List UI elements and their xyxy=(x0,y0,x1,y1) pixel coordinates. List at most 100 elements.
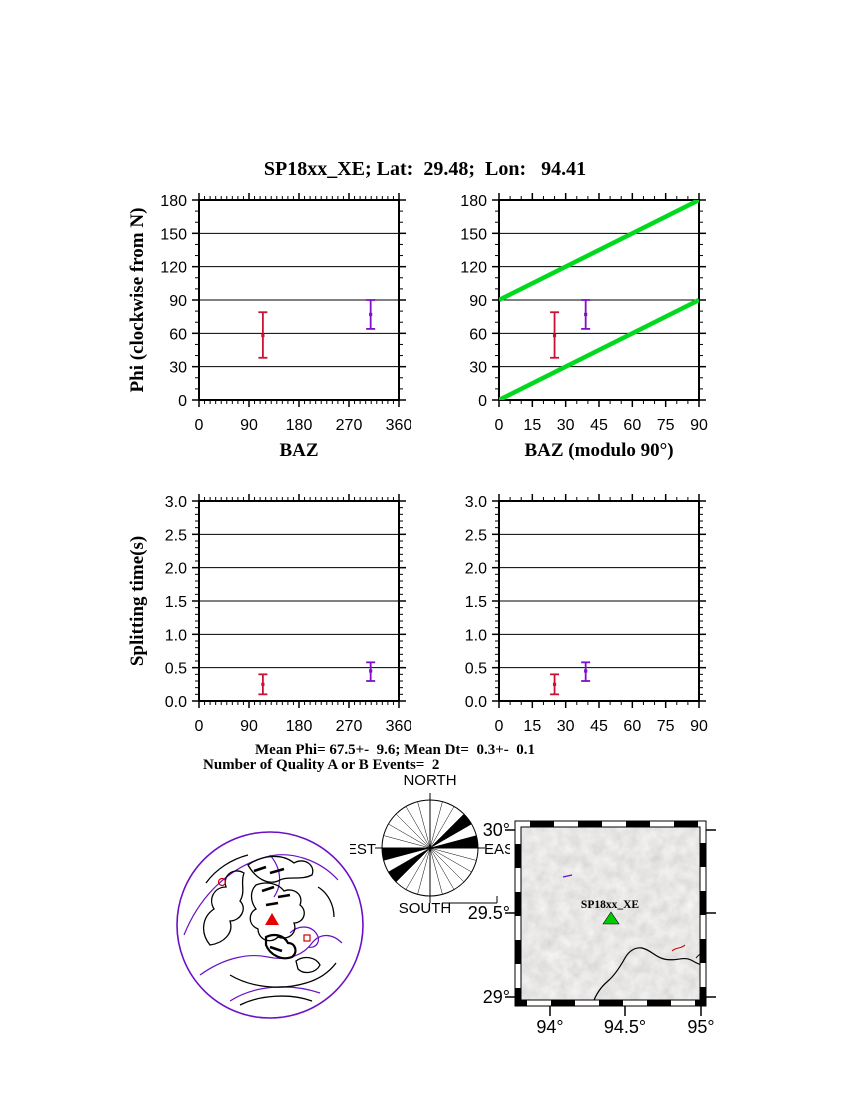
map-station-label: SP18xx_XE xyxy=(581,899,639,911)
rose-spoke xyxy=(383,835,431,849)
y-tick-label: 0.5 xyxy=(165,661,187,678)
y-tick-label: 180 xyxy=(460,193,487,210)
y-tick-label: 0.0 xyxy=(165,694,187,711)
globe-event-square-icon xyxy=(303,934,311,942)
rose-sectors xyxy=(375,793,485,903)
splitting-time-vs-baz-modulo-plot: 0 15 30 45 60 75 90 0.0 0.5 1.0 1.5 2.0 2.5 3.0 xyxy=(465,494,708,735)
map-fault-segment xyxy=(562,874,573,878)
y-tick-label: 150 xyxy=(460,226,487,243)
map-station-triangle-icon xyxy=(602,911,620,925)
map-lines xyxy=(562,874,703,1003)
globe-map xyxy=(176,831,364,1019)
reference-line xyxy=(499,200,699,303)
event-count-text: Number of Quality A or B Events= 2 xyxy=(203,757,440,773)
station-map: 30° 29.5° 29° 94° 94.5° 95° SP18xx_XE xyxy=(468,820,716,1037)
x-tick-label: 360 xyxy=(386,417,411,434)
y-tick-label: 60 xyxy=(169,326,187,343)
rose-spoke xyxy=(429,835,477,849)
x-tick-label: 75 xyxy=(657,417,675,434)
rose-diagram: NORTH SOUTH WEST EAST xyxy=(350,772,510,917)
y-tick-label: 0 xyxy=(178,393,187,410)
y-tick-label: 120 xyxy=(460,260,487,277)
rose-spoke xyxy=(429,847,465,883)
y-tick-label: 2.5 xyxy=(465,527,487,544)
phi-vs-baz-plot: 0 90 180 270 360 0 30 60 90 120 150 180 BAZ Phi (cloc… xyxy=(127,193,411,461)
rose-spoke xyxy=(429,823,472,849)
x-tick-label: 75 xyxy=(657,718,675,735)
x-tick-label: 0 xyxy=(195,718,204,735)
rose-spoke xyxy=(429,847,477,861)
map-lat-label-29: 29° xyxy=(483,987,510,1007)
globe-mountain-shading xyxy=(253,865,291,953)
rose-spoke xyxy=(388,847,431,873)
rose-spoke xyxy=(429,847,443,895)
rose-spoke xyxy=(429,806,455,849)
y-tick-label: 30 xyxy=(469,360,487,377)
phi-vs-baz-modulo-plot: 0 15 30 45 60 75 90 0 30 60 90 120 150 180 BAZ (modulo… xyxy=(460,193,708,461)
x-tick-label: 270 xyxy=(336,718,363,735)
x-tick-label: 60 xyxy=(623,718,641,735)
y-tick-label: 3.0 xyxy=(165,494,187,511)
rose-spoke xyxy=(383,847,431,861)
map-lat-label-29-5: 29.5° xyxy=(468,903,510,923)
event-1-marker xyxy=(552,682,557,686)
reference-lines xyxy=(499,200,699,400)
rose-south-label: SOUTH xyxy=(399,900,452,917)
rose-west-label: WEST xyxy=(350,841,376,858)
y-axis-label: Phi (clockwise from N) xyxy=(127,208,148,393)
plot-area: 0 15 30 45 60 75 90 0 30 60 90 120 150 180 BAZ (modulo… xyxy=(460,193,708,461)
x-tick-label: 90 xyxy=(240,417,258,434)
map-lat-label-30: 30° xyxy=(483,820,510,840)
y-tick-label: 180 xyxy=(160,193,187,210)
globe-event-circle-icon xyxy=(217,877,227,887)
x-tick-label: 270 xyxy=(336,417,363,434)
x-tick-label: 90 xyxy=(690,718,708,735)
plate-boundaries xyxy=(183,854,343,1002)
rose-spoke xyxy=(429,801,443,849)
y-tick-label: 120 xyxy=(160,260,187,277)
x-tick-label: 90 xyxy=(690,417,708,434)
y-tick-label: 150 xyxy=(160,226,187,243)
rose-east-label: EAST xyxy=(484,841,510,858)
globe-station-triangle-icon xyxy=(265,913,279,925)
x-tick-label: 60 xyxy=(623,417,641,434)
plot-area: 0 90 180 270 360 0 30 60 90 120 150 180 BAZ Phi (cloc… xyxy=(127,193,411,461)
x-axis-label: BAZ xyxy=(279,440,318,461)
y-tick-label: 0.5 xyxy=(465,661,487,678)
rose-north-label: NORTH xyxy=(403,772,456,789)
map-lon-label-94: 94° xyxy=(536,1017,563,1037)
rose-filled-sector xyxy=(388,848,430,882)
map-lon-label-95: 95° xyxy=(687,1017,714,1037)
y-tick-label: 90 xyxy=(169,293,187,310)
rose-spoke xyxy=(395,813,431,849)
y-tick-label: 30 xyxy=(169,360,187,377)
globe-continents-outline xyxy=(203,854,337,1006)
event-2-marker xyxy=(369,669,373,673)
event-1-marker xyxy=(261,682,265,686)
event-2-marker xyxy=(584,669,588,673)
event-1-marker xyxy=(552,333,557,338)
y-tick-label: 3.0 xyxy=(465,494,487,511)
event-2-marker xyxy=(369,312,373,317)
plot-area: 0 90 180 270 360 0.0 0.5 1.0 1.5 2.0 2.5 3.0 Splitti… xyxy=(127,494,411,735)
x-tick-label: 90 xyxy=(240,718,258,735)
map-border-contour xyxy=(592,947,703,1003)
event-2-marker xyxy=(584,312,588,317)
plot-area: 0 15 30 45 60 75 90 0.0 0.5 1.0 1.5 2.0 2.5 3.0 xyxy=(465,494,708,735)
y-tick-label: 2.0 xyxy=(165,561,187,578)
rose-spoke xyxy=(388,823,431,849)
rose-circle xyxy=(381,799,479,897)
x-tick-label: 180 xyxy=(286,417,313,434)
y-tick-label: 1.0 xyxy=(165,627,187,644)
x-tick-label: 30 xyxy=(557,718,575,735)
map-ticks xyxy=(505,829,716,1016)
x-tick-label: 15 xyxy=(523,417,541,434)
x-tick-label: 45 xyxy=(590,417,608,434)
y-axis-label: Splitting time(s) xyxy=(127,536,148,666)
map-red-contour xyxy=(671,944,686,952)
rose-spoke xyxy=(405,847,431,890)
y-tick-label: 1.0 xyxy=(465,627,487,644)
y-tick-label: 0 xyxy=(478,393,487,410)
map-lon-label-94-5: 94.5° xyxy=(604,1017,646,1037)
